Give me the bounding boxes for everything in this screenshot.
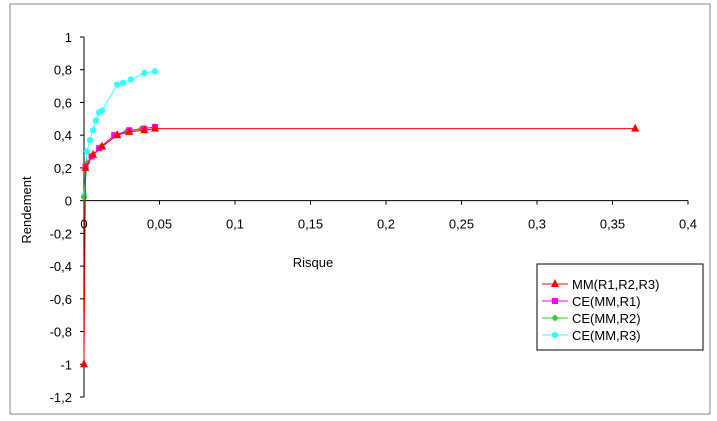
legend-label: CE(MM,R3) xyxy=(572,328,641,343)
series-layer xyxy=(80,68,640,368)
data-point xyxy=(631,123,640,132)
legend-swatch-marker xyxy=(551,331,559,339)
y-tick-label: -0,4 xyxy=(50,259,72,274)
axes: -1,2 -1 -0,8 -0,6 -0,4 -0,2 0 0,2 0,4 0,6 0,8 1 0 0,0… xyxy=(50,30,697,405)
data-point xyxy=(98,107,106,114)
y-tick-label: 0,8 xyxy=(54,63,72,78)
legend-entry: CE(MM,R2) xyxy=(542,311,641,326)
legend-entry: MM(R1,R2,R3) xyxy=(542,277,659,292)
y-tick-label: -0,8 xyxy=(50,325,72,340)
data-point xyxy=(98,141,107,150)
chart-border xyxy=(9,3,711,415)
data-point xyxy=(113,130,122,139)
y-tick-label: 0 xyxy=(65,194,72,209)
legend-label: MM(R1,R2,R3) xyxy=(572,277,659,292)
series-1 xyxy=(80,123,640,368)
data-point xyxy=(125,126,134,135)
y-tick-label: -0,6 xyxy=(50,292,72,307)
x-tick-label: 0,3 xyxy=(528,217,546,232)
data-point xyxy=(120,79,127,87)
x-tick-label: 0,2 xyxy=(377,217,395,232)
data-point xyxy=(140,125,149,134)
x-tick-label: 0 xyxy=(80,217,87,232)
y-tick-label: 0,6 xyxy=(54,95,72,110)
legend-entry: CE(MM,R3) xyxy=(542,328,641,343)
data-point xyxy=(127,76,135,83)
x-tick-label: 0,15 xyxy=(298,217,323,232)
legend-label: CE(MM,R1) xyxy=(572,294,641,309)
series-4 xyxy=(80,68,159,199)
data-point xyxy=(141,69,148,77)
x-tick-label: 0,1 xyxy=(226,217,244,232)
data-point xyxy=(81,162,90,171)
x-tick-label: 0,4 xyxy=(679,217,697,232)
x-tick-label: 0,25 xyxy=(449,217,474,232)
data-point xyxy=(86,136,94,144)
data-point xyxy=(150,123,159,132)
y-axis-title: Rendement xyxy=(19,176,34,244)
y-tick-label: 0,2 xyxy=(54,161,72,176)
x-tick-label: 0,35 xyxy=(600,217,625,232)
legend-entry: CE(MM,R1) xyxy=(542,294,641,309)
data-point xyxy=(80,359,88,368)
data-point xyxy=(89,149,98,158)
data-point xyxy=(83,148,91,155)
data-point xyxy=(92,117,100,124)
legend-box xyxy=(536,263,704,351)
legend-label: CE(MM,R2) xyxy=(572,311,641,326)
data-point xyxy=(151,68,159,75)
y-tick-label: -1 xyxy=(60,357,72,372)
data-point xyxy=(114,81,121,88)
y-tick-label: -1,2 xyxy=(50,390,72,405)
data-point xyxy=(111,132,118,139)
x-tick-label: 0,05 xyxy=(147,217,172,232)
y-tick-label: 1 xyxy=(65,30,72,45)
y-tick-label: 0,4 xyxy=(54,128,72,143)
legend: MM(R1,R2,R3) CE(MM,R1) CE(MM,R2) CE(MM,R3) xyxy=(536,263,704,351)
legend-swatch-marker xyxy=(551,279,559,287)
legend-swatch-marker xyxy=(552,298,558,304)
data-point xyxy=(89,127,97,134)
x-axis-title: Risque xyxy=(293,255,333,270)
legend-swatch-marker xyxy=(551,314,559,322)
y-tick-label: -0,2 xyxy=(50,226,72,241)
